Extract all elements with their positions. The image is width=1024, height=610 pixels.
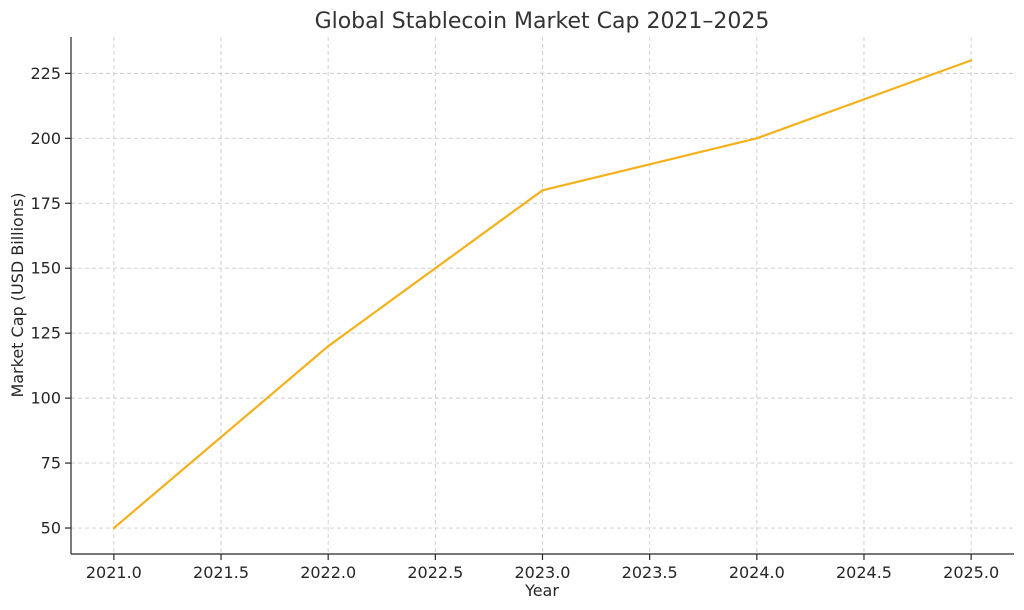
- data-point: [755, 137, 758, 140]
- x-tick-label: 2024.0: [729, 563, 785, 582]
- x-tick-label: 2022.0: [300, 563, 356, 582]
- y-ticks: 50 75 100 125 150 175 200 225: [30, 64, 71, 538]
- data-point: [327, 345, 330, 348]
- y-tick-label: 100: [30, 389, 61, 408]
- x-tick-label: 2022.5: [407, 563, 463, 582]
- x-tick-label: 2024.5: [836, 563, 892, 582]
- chart-title: Global Stablecoin Market Cap 2021–2025: [315, 9, 770, 34]
- y-tick-label: 225: [30, 64, 61, 83]
- x-tick-label: 2021.5: [193, 563, 249, 582]
- y-tick-label: 125: [30, 324, 61, 343]
- y-tick-label: 175: [30, 194, 61, 213]
- y-axis-label: Market Cap (USD Billions): [8, 192, 27, 397]
- y-tick-label: 150: [30, 259, 61, 278]
- x-axis-label: Year: [524, 581, 559, 600]
- y-tick-label: 75: [41, 454, 61, 473]
- data-point: [112, 526, 115, 530]
- y-tick-label: 50: [41, 519, 61, 538]
- grid: [71, 37, 1014, 554]
- x-tick-label: 2023.0: [515, 563, 571, 582]
- y-tick-label: 200: [30, 129, 61, 148]
- data-point: [541, 189, 544, 192]
- x-tick-label: 2021.0: [86, 563, 142, 582]
- series-layer: [112, 59, 973, 530]
- x-tick-label: 2025.0: [943, 563, 999, 582]
- x-ticks: 2021.0 2021.5 2022.0 2022.5 2023.0 2023.5 2024…: [86, 554, 999, 582]
- data-point: [970, 59, 973, 62]
- x-tick-label: 2023.5: [622, 563, 678, 582]
